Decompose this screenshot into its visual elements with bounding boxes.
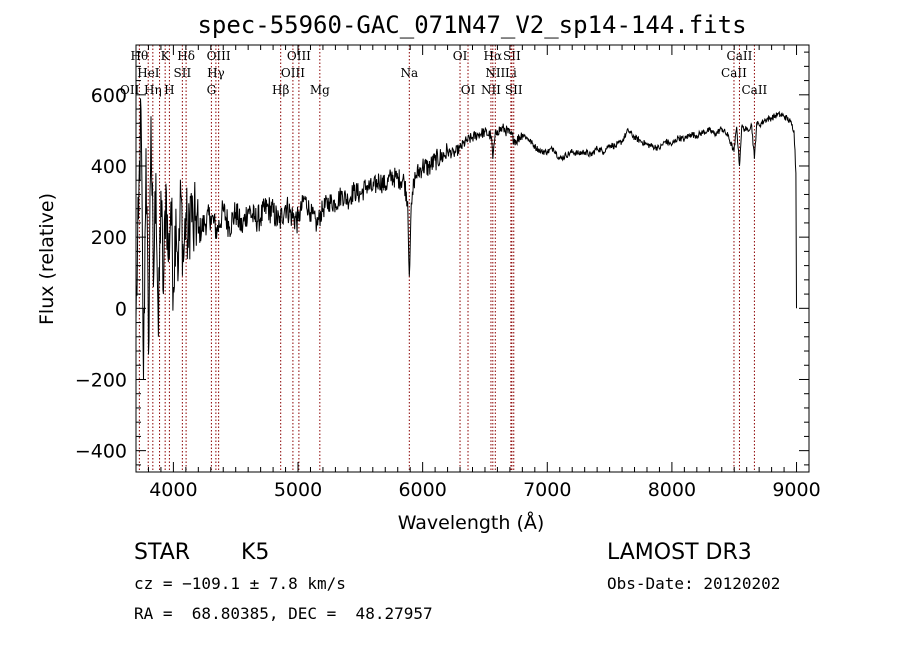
spectrum-plot: spec-55960-GAC_071N47_V2_sp14-144.fits O… — [36, 11, 821, 534]
line-label-hθ: Hθ — [131, 49, 149, 63]
line-label-hβ: Hβ — [272, 83, 289, 97]
line-label-oii: OII — [120, 83, 140, 97]
redshift-cz: cz = −109.1 ± 7.8 km/s — [134, 574, 346, 593]
spectrum-series-line — [135, 98, 797, 380]
object-subclass: K5 — [241, 540, 270, 565]
line-label-k: K — [161, 49, 171, 63]
line-label-li: Li — [505, 66, 517, 80]
line-label-oiii: OIII — [207, 49, 231, 63]
line-label-oiii: OIII — [281, 66, 305, 80]
line-label-nii: NII — [481, 83, 501, 97]
line-label-hη: Hη — [144, 83, 162, 97]
axis-ticks: 4000 5000 6000 7000 8000 9000 −400 −200 0 200 400 6… — [75, 45, 821, 501]
line-label-h: H — [164, 83, 174, 97]
line-label-na: Na — [400, 66, 418, 80]
line-label-caii: CaII — [727, 49, 753, 63]
line-label-hei: HeI — [137, 66, 160, 80]
line-label-hγ: Hγ — [207, 66, 225, 80]
survey-name: LAMOST DR3 — [607, 540, 752, 565]
line-label-hα: Hα — [484, 49, 503, 63]
line-label-nii: NII — [485, 66, 505, 80]
x-tick-label: 8000 — [648, 479, 696, 501]
x-tick-label: 6000 — [398, 479, 446, 501]
y-tick-label: 200 — [91, 227, 127, 249]
coordinates: RA = 68.80385, DEC = 48.27957 — [134, 604, 433, 623]
y-tick-label: 600 — [91, 85, 127, 107]
line-label-sii: SII — [505, 83, 523, 97]
line-label-caii: CaII — [741, 83, 767, 97]
x-tick-label: 7000 — [523, 479, 571, 501]
plot-frame — [135, 44, 810, 473]
object-class: STAR — [134, 540, 191, 565]
line-label-mg: Mg — [310, 83, 330, 97]
line-label-sii: SII — [174, 66, 192, 80]
line-label-sii: SII — [503, 49, 521, 63]
y-tick-label: 400 — [91, 156, 127, 178]
line-label-g: G — [207, 83, 217, 97]
y-axis-label: Flux (relative) — [36, 193, 58, 325]
line-label-oi: OI — [461, 83, 476, 97]
line-label-oi: OI — [453, 49, 468, 63]
x-tick-label: 4000 — [149, 479, 197, 501]
chart-title: spec-55960-GAC_071N47_V2_sp14-144.fits — [197, 11, 746, 39]
x-tick-label: 9000 — [772, 479, 820, 501]
y-tick-label: −400 — [75, 441, 127, 463]
line-label-caii: CaII — [721, 66, 747, 80]
x-tick-label: 5000 — [274, 479, 322, 501]
spectral-line-markers: OIIHθHηHeIKHSIIHδGHγOIIIHβOIIIOIIIMgNaOI… — [120, 45, 768, 472]
x-axis-label: Wavelength (Å) — [398, 511, 545, 534]
line-label-hδ: Hδ — [177, 49, 195, 63]
observation-date: Obs-Date: 20120202 — [607, 574, 781, 593]
line-label-oiii: OIII — [287, 49, 311, 63]
y-tick-label: 0 — [115, 298, 127, 320]
y-tick-label: −200 — [75, 369, 127, 391]
